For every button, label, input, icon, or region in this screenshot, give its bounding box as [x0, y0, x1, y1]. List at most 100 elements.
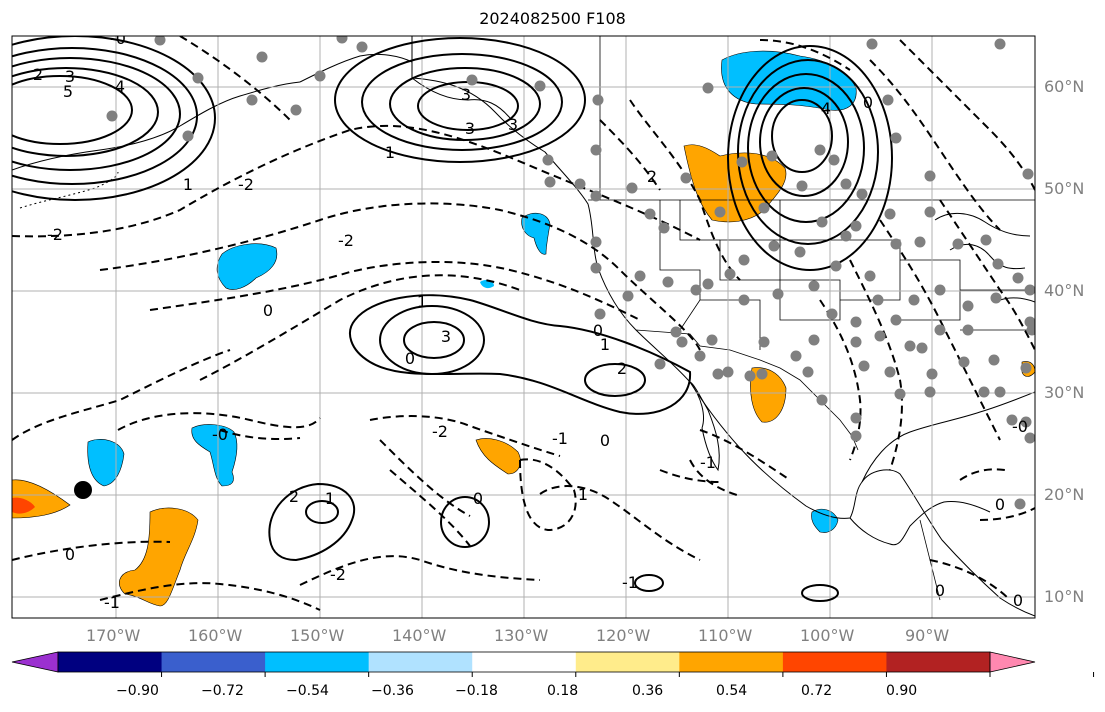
station-dot	[924, 206, 936, 218]
colorbar-extend-high	[989, 651, 1036, 673]
station-dot	[626, 182, 638, 194]
station-dot	[192, 72, 204, 84]
station-dot	[962, 324, 974, 336]
colorbar-segment	[368, 652, 473, 672]
station-dot	[694, 350, 706, 362]
station-dot	[766, 150, 778, 162]
station-dot	[356, 41, 368, 53]
station-dot	[1012, 272, 1024, 284]
lon-label: 170°W	[86, 626, 141, 645]
contour-label: 0	[405, 349, 415, 368]
station-dot	[914, 236, 926, 248]
station-dot	[882, 94, 894, 106]
station-dot	[256, 51, 268, 63]
station-dot	[890, 132, 902, 144]
anomaly-blue	[811, 508, 839, 533]
contour-label: 1	[385, 143, 395, 162]
station-dot	[246, 94, 258, 106]
station-dot	[890, 238, 902, 250]
station-dot	[850, 336, 862, 348]
station-dot	[680, 172, 692, 184]
station-dot	[980, 234, 992, 246]
station-dot	[866, 38, 878, 50]
contour-label: 2	[289, 487, 299, 506]
station-dot	[1014, 498, 1026, 510]
station-dot	[934, 324, 946, 336]
station-dot	[772, 288, 784, 300]
station-dot	[314, 70, 326, 82]
station-dot	[962, 300, 974, 312]
station-dot	[934, 284, 946, 296]
colorbar	[11, 651, 1095, 677]
colorbar-segment	[782, 652, 887, 672]
station-dots	[106, 36, 1035, 510]
colorbar-extend-low	[11, 651, 59, 673]
station-dot	[828, 154, 840, 166]
lon-label: 120°W	[596, 626, 651, 645]
colorbar-segment	[472, 652, 577, 672]
contour-label: -1	[552, 429, 568, 448]
station-dot	[592, 94, 604, 106]
lon-label: 110°W	[698, 626, 753, 645]
contour-label: 1	[325, 489, 335, 508]
contour-label: 2	[617, 359, 627, 378]
station-dot	[154, 36, 166, 46]
station-dot	[702, 278, 714, 290]
contour-label: 4	[115, 77, 125, 96]
contour-label: 0	[600, 431, 610, 450]
station-dot	[182, 130, 194, 142]
lat-label: 20°N	[1044, 485, 1085, 504]
contour-label: -0	[212, 425, 228, 444]
contour-label: 1	[183, 175, 193, 194]
contour-label: -2	[47, 225, 63, 244]
station-dot	[814, 144, 826, 156]
storm-marker	[74, 481, 92, 499]
anomaly-blue	[87, 439, 125, 487]
lon-label: 90°W	[905, 626, 950, 645]
colorbar-segment	[679, 652, 784, 672]
station-dot	[884, 366, 896, 378]
station-dot	[594, 308, 606, 320]
station-dot	[858, 360, 870, 372]
station-dot	[850, 412, 862, 424]
station-dot	[926, 368, 938, 380]
contour-label: 0	[65, 545, 75, 564]
contour-label: -2	[338, 231, 354, 250]
contour-label: 4	[821, 99, 831, 118]
station-dot	[702, 82, 714, 94]
station-dot	[808, 280, 820, 292]
colorbar-tick-label: 0.18	[547, 683, 579, 699]
station-dot	[768, 240, 780, 252]
lon-label: 130°W	[494, 626, 549, 645]
station-dot	[712, 368, 724, 380]
station-dot	[924, 386, 936, 398]
contour-label: 0	[995, 495, 1005, 514]
anomaly-blue	[521, 212, 551, 255]
station-dot	[1024, 284, 1035, 296]
contour-label: 1	[578, 485, 588, 504]
station-dot	[736, 156, 748, 168]
station-dot	[826, 308, 838, 320]
station-dot	[1024, 316, 1035, 328]
contour-label: -0	[110, 29, 126, 48]
station-dot	[1020, 416, 1032, 428]
station-dot	[670, 326, 682, 338]
station-dot	[864, 270, 876, 282]
colorbar-segment	[161, 652, 266, 672]
lon-label: 160°W	[188, 626, 243, 645]
station-dot	[802, 366, 814, 378]
colorbar-segment	[886, 652, 991, 672]
station-dot	[336, 36, 348, 44]
contour-label: -0	[1012, 417, 1028, 436]
lat-label: 50°N	[1044, 179, 1085, 198]
contour-label: 2	[33, 65, 43, 84]
station-dot	[916, 342, 928, 354]
station-dot	[756, 368, 768, 380]
station-dot	[658, 222, 670, 234]
lat-label: 10°N	[1044, 587, 1085, 606]
station-dot	[590, 144, 602, 156]
station-dot	[790, 350, 802, 362]
station-dot	[894, 388, 906, 400]
